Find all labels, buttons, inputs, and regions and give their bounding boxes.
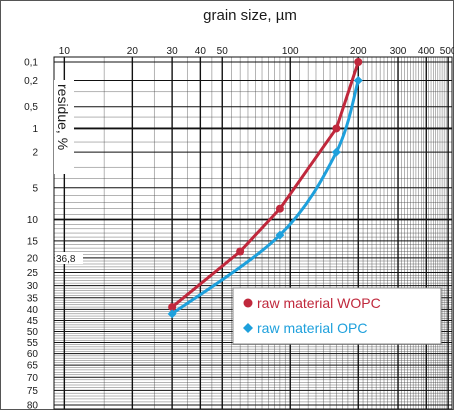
y-tick-label: 0,2: [24, 76, 38, 87]
x-tick-label: 500: [440, 46, 454, 57]
annotation-background: [55, 252, 83, 264]
series-wopc-point: [275, 204, 284, 213]
x-tick-label: 400: [418, 46, 435, 57]
y-tick-label: 45: [27, 316, 39, 327]
y-tick-label: 25: [27, 268, 39, 279]
y-tick-label: 35: [27, 293, 39, 304]
x-tick-labels: 10 20 30 40 50 100 200 300 400 500: [59, 46, 454, 57]
series-wopc-point: [332, 124, 341, 133]
x-tick-label: 100: [282, 46, 299, 57]
y-tick-label: 50: [27, 327, 39, 338]
y-tick-label: 20: [27, 253, 39, 264]
legend-entry-wopc-label: raw material WOPC: [257, 295, 381, 311]
series-opc-point: [167, 309, 177, 319]
x-tick-label: 10: [59, 46, 71, 57]
series-layer: [167, 58, 363, 319]
annotation-label: 36,8: [56, 254, 76, 265]
y-tick-label: 40: [27, 305, 39, 316]
legend-entry-opc-label: raw material OPC: [257, 320, 367, 336]
y-tick-label: 2: [32, 148, 38, 159]
x-tick-label: 40: [195, 46, 207, 57]
legend-entry-wopc-marker: [243, 298, 253, 308]
x-tick-label: 300: [390, 46, 407, 57]
y-tick-label: 55: [27, 338, 39, 349]
y-tick-labels: 0,10,20,51251015202530354045505560657075…: [24, 58, 38, 410]
series-opc-point: [331, 147, 341, 157]
y-tick-label: 0,5: [24, 102, 38, 113]
series-opc-line: [171, 80, 360, 316]
y-tick-label: 5: [32, 183, 38, 194]
y-tick-label: 60: [27, 349, 39, 360]
y-axis-label-background: [54, 80, 74, 174]
legend-box: [232, 287, 442, 345]
legend-entry-opc-marker: [243, 323, 253, 333]
y-tick-label: 30: [27, 281, 39, 292]
chart-title: grain size, µm: [203, 7, 297, 24]
y-tick-label: 65: [27, 361, 39, 372]
x-tick-label: 200: [350, 46, 367, 57]
y-tick-label: 1: [32, 124, 38, 135]
x-tick-label: 50: [217, 46, 229, 57]
y-tick-label: 10: [27, 215, 39, 226]
y-tick-label: 80: [27, 401, 39, 410]
series-opc-point: [275, 230, 285, 240]
y-tick-label: 70: [27, 373, 39, 384]
y-axis-label: residue, %: [55, 84, 71, 150]
legend-items: raw material WOPC raw material OPC: [243, 295, 381, 336]
x-tick-label: 30: [167, 46, 179, 57]
x-tick-label: 20: [127, 46, 139, 57]
y-tick-label: 0,1: [24, 58, 38, 69]
legend: raw material WOPC raw material OPC: [232, 287, 442, 345]
series-opc-point: [353, 75, 363, 85]
series-wopc-point: [354, 58, 363, 66]
series-wopc-point: [236, 247, 245, 256]
y-tick-label: 75: [27, 386, 39, 397]
y-tick-label: 15: [27, 236, 39, 247]
plot-area-border: [53, 56, 453, 410]
series-wopc-point: [168, 303, 177, 312]
